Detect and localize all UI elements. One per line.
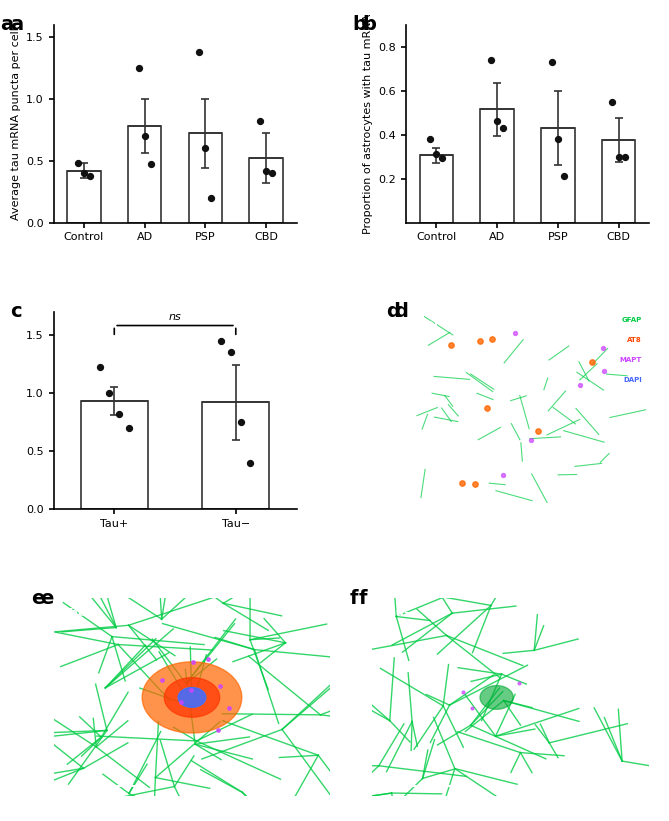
Point: [157, 673, 167, 686]
Point: [437, 151, 448, 164]
Point: [213, 723, 223, 736]
Point: [104, 387, 115, 400]
Text: Tau+: Tau+: [65, 608, 96, 618]
Point: [482, 401, 492, 415]
Point: [245, 456, 256, 470]
Point: [203, 653, 213, 666]
Polygon shape: [142, 662, 242, 733]
Bar: [81, 401, 148, 510]
Point: [547, 56, 557, 69]
Point: [139, 130, 150, 143]
Text: ROI: ROI: [415, 322, 438, 332]
Point: [498, 122, 508, 135]
Point: [224, 702, 235, 715]
Point: [206, 191, 217, 204]
Point: [216, 334, 227, 347]
Point: [133, 62, 144, 75]
Point: [458, 686, 468, 699]
Point: [124, 421, 134, 434]
Text: b: b: [353, 15, 367, 34]
Text: f: f: [358, 589, 367, 608]
Polygon shape: [480, 686, 513, 709]
Bar: [541, 128, 575, 222]
Point: [145, 158, 156, 171]
Bar: [67, 171, 100, 222]
Polygon shape: [165, 677, 219, 718]
Text: a: a: [0, 15, 13, 34]
Bar: [602, 140, 636, 222]
Point: [533, 424, 543, 438]
Point: [446, 338, 456, 351]
Point: [176, 695, 187, 709]
Bar: [250, 158, 283, 222]
Point: [431, 148, 442, 161]
Point: [72, 157, 83, 170]
Point: [613, 150, 624, 163]
Text: e: e: [31, 589, 45, 608]
Point: [235, 415, 246, 429]
Point: [598, 365, 609, 378]
Text: f: f: [350, 589, 359, 608]
Text: AT8: AT8: [627, 337, 642, 343]
Bar: [480, 109, 514, 222]
Point: [255, 114, 266, 127]
Text: DAPI: DAPI: [623, 377, 642, 383]
Bar: [189, 134, 222, 222]
Point: [553, 132, 563, 145]
Point: [586, 355, 597, 369]
Point: [486, 53, 496, 67]
Point: [225, 346, 236, 359]
Text: a: a: [10, 15, 23, 34]
Text: Tau−: Tau−: [383, 608, 414, 618]
Point: [498, 468, 508, 481]
Point: [194, 45, 205, 58]
Point: [607, 95, 618, 108]
Point: [619, 150, 630, 163]
Point: [474, 335, 485, 348]
Point: [78, 167, 89, 180]
Bar: [128, 126, 161, 222]
Point: [466, 701, 477, 714]
Point: [267, 167, 278, 180]
Point: [94, 361, 105, 374]
Point: [598, 342, 609, 355]
Point: [492, 115, 502, 128]
Point: [261, 164, 272, 177]
Text: MAPT: MAPT: [619, 357, 642, 363]
Text: c: c: [10, 301, 21, 321]
Text: b: b: [362, 15, 376, 34]
Point: [114, 407, 124, 420]
Text: GFAP: GFAP: [622, 318, 642, 323]
Point: [470, 477, 480, 490]
Text: e: e: [39, 589, 53, 608]
Polygon shape: [178, 687, 206, 708]
Bar: [419, 155, 453, 222]
Point: [84, 169, 95, 182]
Point: [425, 132, 436, 145]
Point: [514, 677, 524, 690]
Point: [457, 476, 468, 489]
Point: [185, 684, 196, 697]
Point: [486, 333, 497, 346]
Point: [559, 170, 569, 183]
Bar: [202, 402, 269, 510]
Text: ns: ns: [169, 312, 181, 322]
Point: [526, 433, 537, 446]
Y-axis label: Proportion of astrocytes with tau mRNA: Proportion of astrocytes with tau mRNA: [363, 13, 373, 234]
Point: [510, 326, 520, 339]
Point: [214, 679, 225, 692]
Polygon shape: [178, 687, 206, 708]
Point: [187, 655, 198, 668]
Y-axis label: Average tau mRNA puncta per cell: Average tau mRNA puncta per cell: [11, 27, 21, 220]
Text: d: d: [387, 301, 400, 321]
Text: d: d: [394, 301, 407, 321]
Point: [575, 378, 585, 392]
Point: [200, 142, 211, 155]
